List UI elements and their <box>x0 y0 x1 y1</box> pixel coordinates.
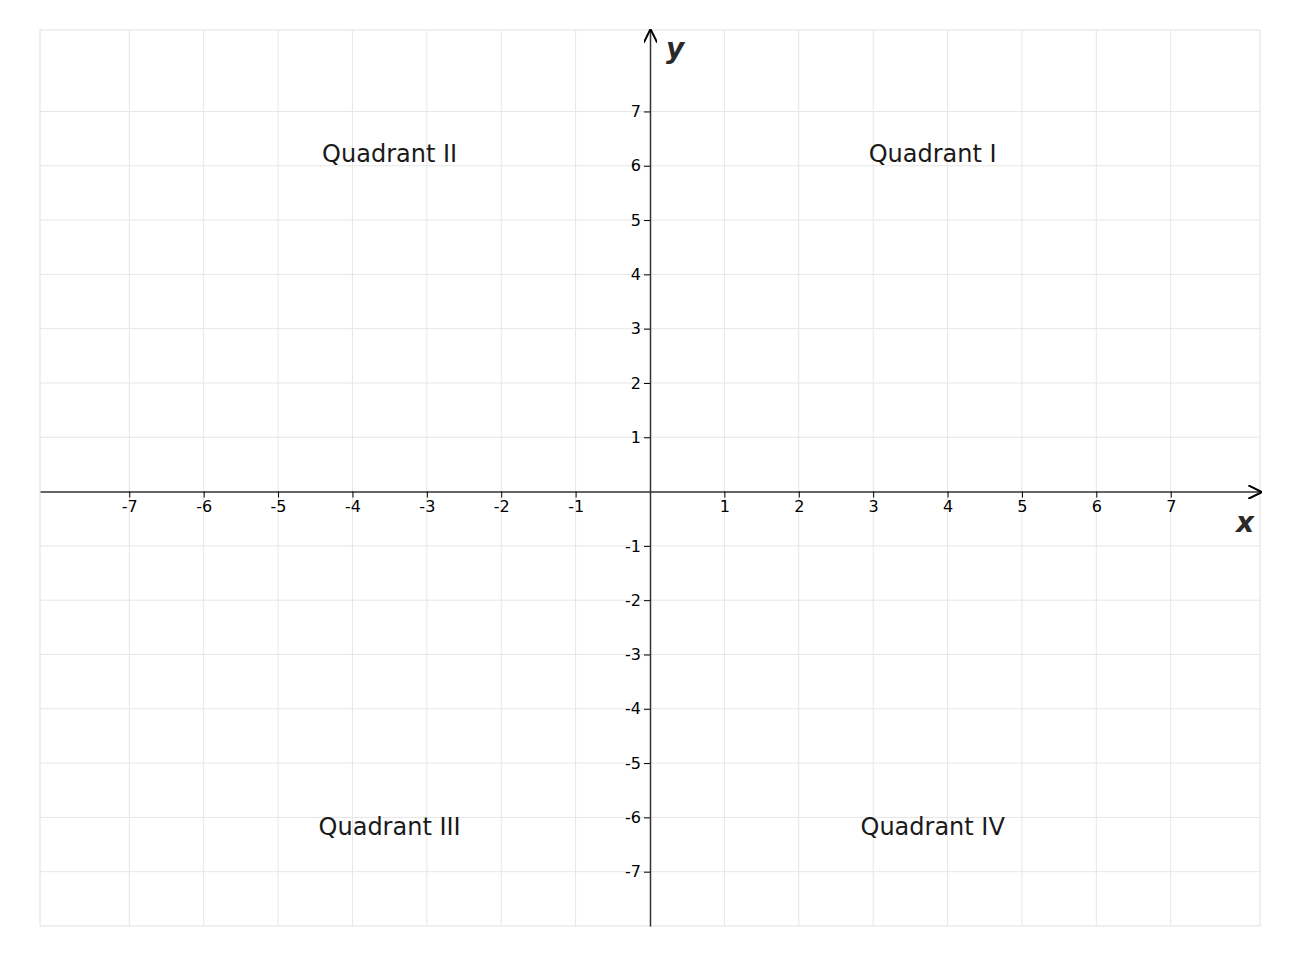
tick: -7 <box>122 492 138 516</box>
tick-label: -6 <box>196 497 212 516</box>
tick-mark <box>644 111 650 112</box>
chart: -7 -6 -5 -4 -3 -2 -1 1 2 3 4 5 6 7 -7 -6 -5 -4 -3 -2 -1 1 2 3 4 5… <box>0 0 1300 956</box>
tick: -1 <box>568 492 584 516</box>
tick: 6 <box>1092 492 1102 516</box>
tick-label: -3 <box>419 497 435 516</box>
tick-label: -3 <box>625 645 641 664</box>
tick-mark <box>644 817 650 818</box>
tick: 7 <box>631 102 650 121</box>
annotation: Quadrant IV <box>860 813 1005 841</box>
tick-label: -1 <box>625 536 641 555</box>
plot-frame <box>40 30 1260 926</box>
x-axis-title: x <box>1234 506 1255 539</box>
tick-label: 1 <box>720 497 730 516</box>
grid-line <box>798 30 799 926</box>
tick-label: 5 <box>631 211 641 230</box>
tick-label: 1 <box>631 428 641 447</box>
y-axis: -7 -6 -5 -4 -3 -2 -1 1 2 3 4 5 6 7 <box>625 31 650 927</box>
tick-mark <box>644 166 650 167</box>
tick: -6 <box>625 808 650 827</box>
tick: -4 <box>345 492 361 516</box>
tick: 1 <box>720 492 730 516</box>
tick: -6 <box>196 492 212 516</box>
tick-mark <box>644 329 650 330</box>
grid-line <box>203 30 204 926</box>
tick: 5 <box>1017 492 1027 516</box>
tick: 4 <box>631 265 650 284</box>
tick: -5 <box>625 754 650 773</box>
plot-area <box>40 30 1260 926</box>
tick: -7 <box>625 862 650 881</box>
grid-line <box>1170 30 1171 926</box>
annotation: Quadrant III <box>319 813 461 841</box>
tick-label: 2 <box>794 497 804 516</box>
tick-mark <box>644 654 650 655</box>
tick-label: 2 <box>631 374 641 393</box>
tick: -3 <box>625 645 650 664</box>
tick: 7 <box>1166 492 1176 516</box>
tick: 4 <box>943 492 953 516</box>
tick-label: 6 <box>631 156 641 175</box>
tick: 2 <box>794 492 804 516</box>
tick: 6 <box>631 156 650 175</box>
y-axis-title: y <box>666 32 686 65</box>
tick-label: -1 <box>568 497 584 516</box>
tick-mark <box>644 546 650 547</box>
annotation: Quadrant I <box>869 140 997 168</box>
tick-label: -5 <box>625 754 641 773</box>
tick-label: -4 <box>625 699 641 718</box>
tick-mark <box>644 437 650 438</box>
tick: -2 <box>625 591 650 610</box>
tick-label: 7 <box>1166 497 1176 516</box>
tick: -5 <box>271 492 287 516</box>
tick-label: -6 <box>625 808 641 827</box>
tick-label: -2 <box>494 497 510 516</box>
tick-mark <box>644 763 650 764</box>
tick-mark <box>644 872 650 873</box>
tick-mark <box>644 600 650 601</box>
tick: 3 <box>869 492 879 516</box>
tick-mark <box>644 274 650 275</box>
tick-label: 5 <box>1017 497 1027 516</box>
grid-line <box>278 30 279 926</box>
tick-label: -5 <box>271 497 287 516</box>
tick: 3 <box>631 319 650 338</box>
tick-label: 7 <box>631 102 641 121</box>
tick-label: -7 <box>625 862 641 881</box>
tick-mark <box>644 383 650 384</box>
tick-label: 4 <box>943 497 953 516</box>
tick-label: -4 <box>345 497 361 516</box>
annotation: Quadrant II <box>322 140 457 168</box>
y-axis-line <box>650 31 652 927</box>
tick: 5 <box>631 211 650 230</box>
grid-line <box>129 30 130 926</box>
plot: -7 -6 -5 -4 -3 -2 -1 1 2 3 4 5 6 7 -7 -6 -5 -4 -3 -2 -1 1 2 3 4 5… <box>40 30 1261 927</box>
tick-label: 6 <box>1092 497 1102 516</box>
tick-label: 4 <box>631 265 641 284</box>
tick-label: 3 <box>631 319 641 338</box>
tick-mark <box>644 709 650 710</box>
tick-label: -2 <box>625 591 641 610</box>
tick: -1 <box>625 536 650 555</box>
tick: -2 <box>494 492 510 516</box>
tick-label: 3 <box>869 497 879 516</box>
tick-mark <box>644 220 650 221</box>
tick: 1 <box>631 428 650 447</box>
tick: -4 <box>625 699 650 718</box>
grid-line <box>1021 30 1022 926</box>
tick: 2 <box>631 374 650 393</box>
grid-line <box>575 30 576 926</box>
tick-label: -7 <box>122 497 138 516</box>
grid-line <box>1096 30 1097 926</box>
tick: -3 <box>419 492 435 516</box>
grid-line <box>724 30 725 926</box>
grid-line <box>501 30 502 926</box>
